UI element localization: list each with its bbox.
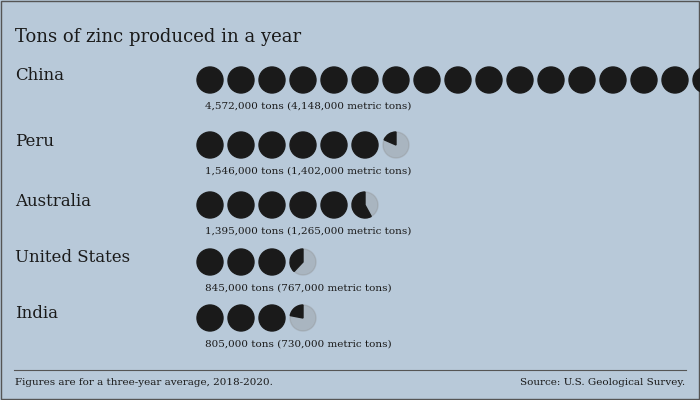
Text: 845,000 tons (767,000 metric tons): 845,000 tons (767,000 metric tons)	[205, 284, 391, 293]
Text: Australia: Australia	[15, 192, 91, 210]
Circle shape	[352, 192, 378, 218]
Circle shape	[352, 67, 378, 93]
Circle shape	[228, 305, 254, 331]
Circle shape	[197, 192, 223, 218]
Circle shape	[569, 67, 595, 93]
Circle shape	[662, 67, 688, 93]
Circle shape	[352, 132, 378, 158]
Circle shape	[383, 67, 409, 93]
Circle shape	[321, 67, 347, 93]
Circle shape	[476, 67, 502, 93]
Circle shape	[197, 249, 223, 275]
Wedge shape	[384, 132, 396, 145]
Text: Figures are for a three-year average, 2018-2020.: Figures are for a three-year average, 20…	[15, 378, 273, 387]
Circle shape	[259, 132, 285, 158]
Text: China: China	[15, 68, 64, 84]
Circle shape	[290, 192, 316, 218]
Circle shape	[321, 192, 347, 218]
Circle shape	[414, 67, 440, 93]
Circle shape	[538, 67, 564, 93]
Circle shape	[197, 305, 223, 331]
Circle shape	[197, 67, 223, 93]
Text: United States: United States	[15, 250, 130, 266]
Circle shape	[383, 132, 409, 158]
Text: 1,395,000 tons (1,265,000 metric tons): 1,395,000 tons (1,265,000 metric tons)	[205, 227, 412, 236]
Text: 4,572,000 tons (4,148,000 metric tons): 4,572,000 tons (4,148,000 metric tons)	[205, 102, 412, 111]
Circle shape	[228, 192, 254, 218]
Circle shape	[631, 67, 657, 93]
Circle shape	[228, 249, 254, 275]
Circle shape	[507, 67, 533, 93]
Circle shape	[290, 305, 316, 331]
Text: Peru: Peru	[15, 132, 54, 150]
Circle shape	[228, 132, 254, 158]
Circle shape	[321, 132, 347, 158]
Text: India: India	[15, 306, 58, 322]
Wedge shape	[290, 249, 303, 272]
Circle shape	[259, 305, 285, 331]
Circle shape	[290, 249, 316, 275]
Circle shape	[290, 132, 316, 158]
Text: Source: U.S. Geological Survey.: Source: U.S. Geological Survey.	[520, 378, 685, 387]
Circle shape	[197, 132, 223, 158]
Circle shape	[290, 67, 316, 93]
Circle shape	[228, 67, 254, 93]
Text: Tons of zinc produced in a year: Tons of zinc produced in a year	[15, 28, 301, 46]
Circle shape	[600, 67, 626, 93]
Wedge shape	[290, 305, 303, 318]
Circle shape	[259, 67, 285, 93]
Circle shape	[445, 67, 471, 93]
Circle shape	[693, 67, 700, 93]
Circle shape	[259, 192, 285, 218]
Circle shape	[259, 249, 285, 275]
Text: 805,000 tons (730,000 metric tons): 805,000 tons (730,000 metric tons)	[205, 340, 391, 349]
Text: 1,546,000 tons (1,402,000 metric tons): 1,546,000 tons (1,402,000 metric tons)	[205, 167, 412, 176]
Wedge shape	[352, 192, 371, 218]
